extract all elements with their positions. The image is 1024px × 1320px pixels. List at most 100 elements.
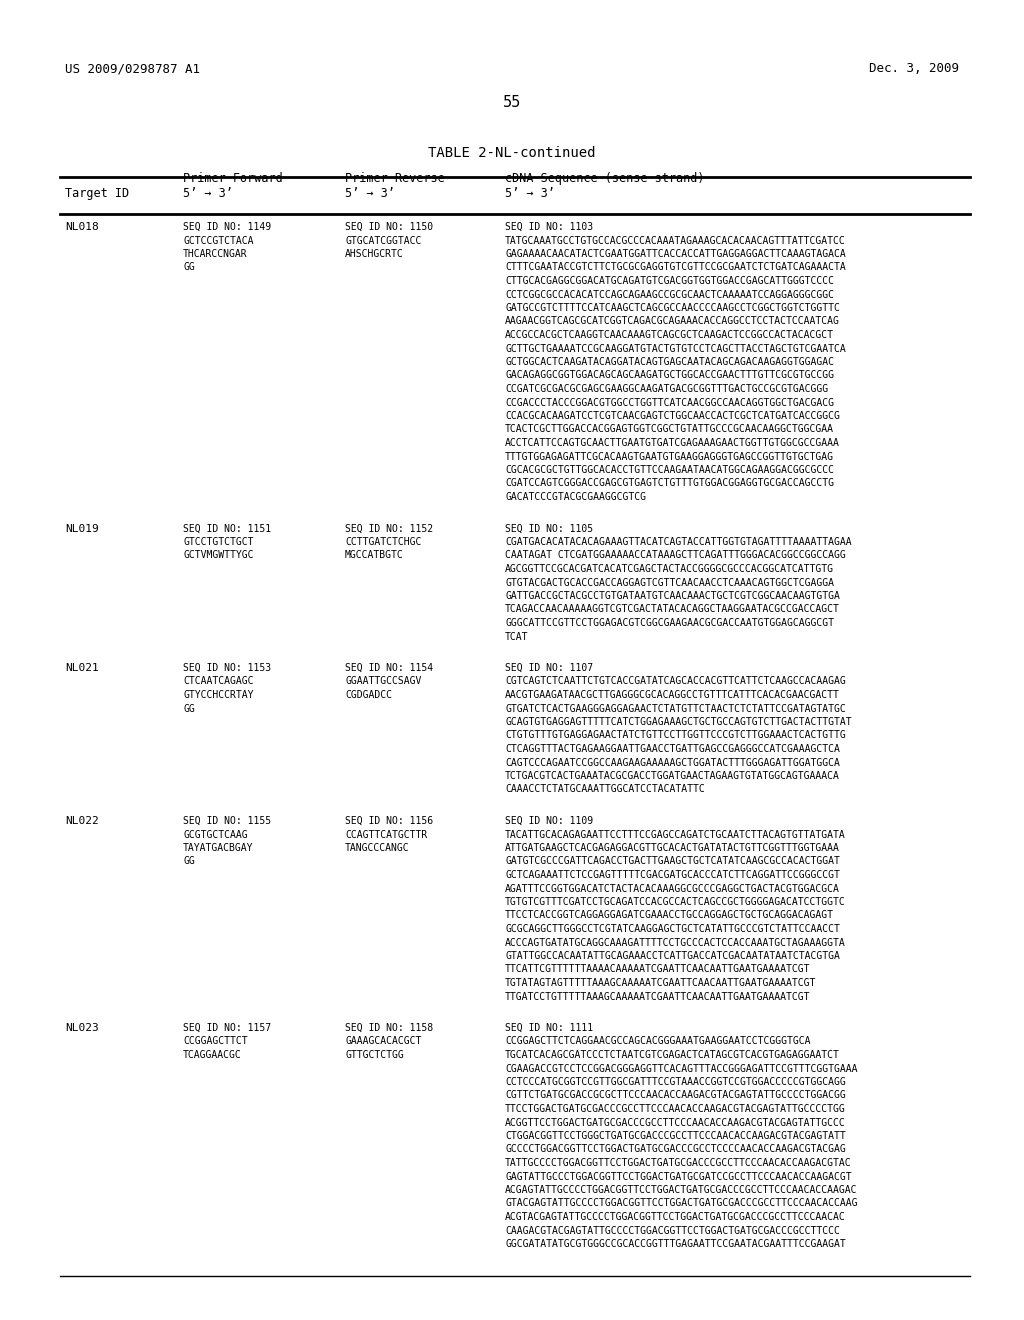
Text: TTCATТCGTTTТТТААААСAAAAATCGAATTCAACAATTGAATGAAAATCGT: TTCATТCGTTTТТТААААСAAAAATCGAATTCAACAATTG… [505, 965, 811, 974]
Text: GTCCTGTCTGCT: GTCCTGTCTGCT [183, 537, 254, 546]
Text: GTGATCTCACTGAAGGGAGGAGAACTCTATGTTCTAACTCTCTATTCCGATAGTАТGC: GTGATCTCACTGAAGGGAGGAGAACTCTATGTTCTAACTC… [505, 704, 846, 714]
Text: TTCCTGGACTGATGCGACCCGCCTTCCCAACACCAAGACGTACGAGTATTGCCCCTGG: TTCCTGGACTGATGCGACCCGCCTTCCCAACACCAAGACG… [505, 1104, 846, 1114]
Text: GCCCCTGGACGGTTCCTGGACTGATGCGACCCGCCTCCCCAACACCAAGACGTACGAG: GCCCCTGGACGGTTCCTGGACTGATGCGACCCGCCTCCCC… [505, 1144, 846, 1155]
Text: NL019: NL019 [65, 524, 98, 533]
Text: CTGTGTTTGTGAGGAGAACTATCTGTTCCTTGGTTCCCGTCTTGGAAACTCACTGTTG: CTGTGTTTGTGAGGAGAACTATCTGTTCCTTGGTTCCCGT… [505, 730, 846, 741]
Text: CTTTCGAATACCGTCTTCTGCGCGAGGTGTCGTTCCGCGAATCTCTGATCAGAAACTA: CTTTCGAATACCGTCTTCTGCGCGAGGTGTCGTTCCGCGA… [505, 263, 846, 272]
Text: GTGTACGACTGCACCGACCAGGAGTCGTTCAACAACCTCAAACAGTGGCTCGAGGA: GTGTACGACTGCACCGACCAGGAGTCGTTCAACAACCTCA… [505, 578, 834, 587]
Text: TGTATAGTAGTTTTTAAAGCAAAAATCGAATTCAACAATTGAATGAAAATCGT: TGTATAGTAGTTTTTAAAGCAAAAATCGAATTCAACAATT… [505, 978, 816, 987]
Text: CCTTGATCTCHGC: CCTTGATCTCHGC [345, 537, 421, 546]
Text: 5’ → 3’: 5’ → 3’ [505, 187, 555, 201]
Text: AGATTTCCGGTGGACATCTACTACACAAAGGCGCCCGAGGCTGACTACGTGGACGCA: AGATTTCCGGTGGACATCTACTACACAAAGGCGCCCGAGG… [505, 883, 840, 894]
Text: CAAGACGTACGAGTATTGCCCCTGGACGGTTCCTGGACTGATGCGACCCGCCTTCCC: CAAGACGTACGAGTATTGCCCCTGGACGGTTCCTGGACTG… [505, 1225, 840, 1236]
Text: CTCAGGTTTACTGAGAAGGAATTGAACCTGATTGAGCCGAGGGCCATCGAAAGCTCA: CTCAGGTTTACTGAGAAGGAATTGAACCTGATTGAGCCGA… [505, 744, 840, 754]
Text: SEQ ID NO: 1152: SEQ ID NO: 1152 [345, 524, 433, 533]
Text: CCAGTTCATGCTTR: CCAGTTCATGCTTR [345, 829, 427, 840]
Text: NL018: NL018 [65, 222, 98, 232]
Text: SEQ ID NO: 1109: SEQ ID NO: 1109 [505, 816, 593, 826]
Text: CCTCGGCGCCACACATCCAGCAGAAGCCGCGCAACTCAAAAATCCAGGAGGGCGGC: CCTCGGCGCCACACATCCAGCAGAAGCCGCGCAACTCAAA… [505, 289, 834, 300]
Text: GCTVMGWTTYGC: GCTVMGWTTYGC [183, 550, 254, 561]
Text: TTTGTGGAGAGATTCGCACAAGTGAATGTGAAGGAGGGTGAGCCGGTTGTGCTGAG: TTTGTGGAGAGATTCGCACAAGTGAATGTGAAGGAGGGTG… [505, 451, 834, 462]
Text: cDNA Sequence (sense strand): cDNA Sequence (sense strand) [505, 172, 705, 185]
Text: AAGAACGGTCAGCGCATCGGTCAGACGCAGAAACACCAGGCCTCCTACTCCAATCAG: AAGAACGGTCAGCGCATCGGTCAGACGCAGAAACACCAGG… [505, 317, 840, 326]
Text: GGAATTGCCSAGV: GGAATTGCCSAGV [345, 676, 421, 686]
Text: GTATTGGCCACAATATTGCAGAAACCTCATTGACCATCGACAATATAATCTACGTGA: GTATTGGCCACAATATTGCAGAAACCTCATTGACCATCGA… [505, 950, 840, 961]
Text: 5’ → 3’: 5’ → 3’ [183, 187, 232, 201]
Text: ACGGTTCCTGGACTGATGCGACCCGCCTTCCCAACACCAAGACGTACGAGTATTGCCC: ACGGTTCCTGGACTGATGCGACCCGCCTTCCCAACACCAA… [505, 1118, 846, 1127]
Text: GACAGAGGCGGTGGACAGCAGCAAGATGCTGGCACCGAACTTTGTTCGCGTGCCGG: GACAGAGGCGGTGGACAGCAGCAAGATGCTGGCACCGAAC… [505, 371, 834, 380]
Text: GCTCAGAAATTCTCCGAGTTTTTCGACGATGCACCCATCTTCAGGATTCCGGGCCGT: GCTCAGAAATTCTCCGAGTTTTTCGACGATGCACCCATCT… [505, 870, 840, 880]
Text: GCTGGCACTCAAGATACAGGATACAGTGAGCAATACAGCAGACAAGAGGTGGAGAC: GCTGGCACTCAAGATACAGGATACAGTGAGCAATACAGCA… [505, 356, 834, 367]
Text: AHSCHGCRTC: AHSCHGCRTC [345, 249, 403, 259]
Text: 5’ → 3’: 5’ → 3’ [345, 187, 395, 201]
Text: CCGACCCTACCCGGACGTGGCCTGGTTCATCAACGGCCAACAGGTGGCTGACGACG: CCGACCCTACCCGGACGTGGCCTGGTTCATCAACGGCCAA… [505, 397, 834, 408]
Text: SEQ ID NO: 1157: SEQ ID NO: 1157 [183, 1023, 271, 1034]
Text: CAATAGAT CTCGATGGAAAAACCATAAAGCTTCAGATTTGGGACACGGCCGGCCAGG: CAATAGAT CTCGATGGAAAAACCATAAAGCTTCAGATTT… [505, 550, 846, 561]
Text: ACCTCATTCCAGTGCAACTTGAATGTGATCGAGAAAGAACTGGTTGTGGCGCCGAAA: ACCTCATTCCAGTGCAACTTGAATGTGATCGAGAAAGAAC… [505, 438, 840, 447]
Text: THCARCCNGAR: THCARCCNGAR [183, 249, 248, 259]
Text: CGTCAGTCTCAATTCTGTCACCGATATCAGCACCACGTTCATTCTCAAGCCACAAGAG: CGTCAGTCTCAATTCTGTCACCGATATCAGCACCACGTTC… [505, 676, 846, 686]
Text: CCGATCGCGACGCGAGCGAAGGCAAGATGACGCGGTTTGACTGCCGCGTGACGGG: CCGATCGCGACGCGAGCGAAGGCAAGATGACGCGGTTTGA… [505, 384, 828, 393]
Text: ACCGCCACGCTCAAGGTCAACAAAGTCAGCGCTCAAGACTCCGGCCACTACACGCT: ACCGCCACGCTCAAGGTCAACAAAGTCAGCGCTCAAGACT… [505, 330, 834, 341]
Text: CCACGCACAAGATCCTCGTCAACGAGTCTGGCAACCACTCGCTCATGATCACCGGCG: CCACGCACAAGATCCTCGTCAACGAGTCTGGCAACCACTC… [505, 411, 840, 421]
Text: SEQ ID NO: 1107: SEQ ID NO: 1107 [505, 663, 593, 673]
Text: TABLE 2-NL-continued: TABLE 2-NL-continued [428, 147, 596, 160]
Text: SEQ ID NO: 1155: SEQ ID NO: 1155 [183, 816, 271, 826]
Text: CTCAATCAGAGC: CTCAATCAGAGC [183, 676, 254, 686]
Text: CCGGAGCTTCT: CCGGAGCTTCT [183, 1036, 248, 1047]
Text: GAGAAAACAACATACTCGAATGGATTCACCACCATTGAGGAGGACTTCAAAGTAGACA: GAGAAAACAACATACTCGAATGGATTCACCACCATTGAGG… [505, 249, 846, 259]
Text: CAGTCCCAGAATCCGGCCAAGAAGAAAAAGCTGGATACTTTGGGAGATTGGATGGCA: CAGTCCCAGAATCCGGCCAAGAAGAAAAAGCTGGATACTT… [505, 758, 840, 767]
Text: CGATGACACATACACAGAAAGTTACATCAGTACCATTGGTGTAGATTTTAAAATTAGAA: CGATGACACATACACAGAAAGTTACATCAGTACCATTGGT… [505, 537, 852, 546]
Text: SEQ ID NO: 1103: SEQ ID NO: 1103 [505, 222, 593, 232]
Text: GCAGTGTGAGGAGTTTTTCATCTGGAGAAAGCTGCTGCCAGTGTCTTGACTACTTGTAT: GCAGTGTGAGGAGTTTTTCATCTGGAGAAAGCTGCTGCCA… [505, 717, 852, 727]
Text: Target ID: Target ID [65, 187, 129, 201]
Text: SEQ ID NO: 1156: SEQ ID NO: 1156 [345, 816, 433, 826]
Text: TCAT: TCAT [505, 631, 528, 642]
Text: GTGCATCGGTACC: GTGCATCGGTACC [345, 235, 421, 246]
Text: TCAGGAACGC: TCAGGAACGC [183, 1049, 242, 1060]
Text: GATTGACCGCTACGCCTGTGATAATGTCAACAAACTGCTCGTCGGCAACAAGTGTGA: GATTGACCGCTACGCCTGTGATAATGTCAACAAACTGCTC… [505, 591, 840, 601]
Text: Primer Forward: Primer Forward [183, 172, 283, 185]
Text: GCGTGCTCAAG: GCGTGCTCAAG [183, 829, 248, 840]
Text: GG: GG [183, 857, 195, 866]
Text: CCGGAGCTTCTCAGGAACGCCAGCACGGGAAATGAAGGAATCCTCGGGTGCA: CCGGAGCTTCTCAGGAACGCCAGCACGGGAAATGAAGGAA… [505, 1036, 811, 1047]
Text: GTTGCTCTGG: GTTGCTCTGG [345, 1049, 403, 1060]
Text: SEQ ID NO: 1105: SEQ ID NO: 1105 [505, 524, 593, 533]
Text: MGCCATBGTC: MGCCATBGTC [345, 550, 403, 561]
Text: ACGTACGAGTATTGCCCCTGGACGGTTCCTGGACTGATGCGACCCGCCTTCCCAACAC: ACGTACGAGTATTGCCCCTGGACGGTTCCTGGACTGATGC… [505, 1212, 846, 1222]
Text: AACGTGAAGATAACGCTTGAGGGCGCACAGGCCTGTTTCATTTCACACGAACGACTT: AACGTGAAGATAACGCTTGAGGGCGCACAGGCCTGTTTCA… [505, 690, 840, 700]
Text: TATTGCCCCTGGACGGTTCCTGGACTGATGCGACCCGCCTTCCCAACACCAAGACGTAC: TATTGCCCCTGGACGGTTCCTGGACTGATGCGACCCGCCT… [505, 1158, 852, 1168]
Text: TATGCAAATGCCTGTGCCACGCCCACAAATAGAAAGCACACAACAGTTTATTCGATCC: TATGCAAATGCCTGTGCCACGCCCACAAATAGAAAGCACA… [505, 235, 846, 246]
Text: SEQ ID NO: 1150: SEQ ID NO: 1150 [345, 222, 433, 232]
Text: CTGGACGGTTCCTGGGCTGATGCGACCCGCCTTCCCAACACCAAGACGTACGAGTATT: CTGGACGGTTCCTGGGCTGATGCGACCCGCCTTCCCAACA… [505, 1131, 846, 1140]
Text: TACATTGCACAGAGAATTCCTTTCCGAGCCAGATCTGCAATCTTACAGTGTTATGATA: TACATTGCACAGAGAATTCCTTTCCGAGCCAGATCTGCAA… [505, 829, 846, 840]
Text: Primer Reverse: Primer Reverse [345, 172, 444, 185]
Text: CTTGCACGAGGCGGACATGCAGATGTCGACGGTGGTGGACCGAGCATTGGGTCCCC: CTTGCACGAGGCGGACATGCAGATGTCGACGGTGGTGGAC… [505, 276, 834, 286]
Text: SEQ ID NO: 1151: SEQ ID NO: 1151 [183, 524, 271, 533]
Text: CCTCCCATGCGGTCCGTТGGCGATTTCCGTAAACCGGTCCGTGGACCCCCGTGGCAGG: CCTCCCATGCGGTCCGTТGGCGATTTCCGTAAACCGGTCC… [505, 1077, 846, 1086]
Text: GATGTCGCCCGATTCAGACCTGACTTGAAGCTGCTCATATCAAGCGCCACACTGGAT: GATGTCGCCCGATTCAGACCTGACTTGAAGCTGCTCATAT… [505, 857, 840, 866]
Text: SEQ ID NO: 1153: SEQ ID NO: 1153 [183, 663, 271, 673]
Text: CGAAGACCGTCCTCCGGACGGGAGGTTCACAGTTТАСCGGGAGATTCCGTTTCGGTGAAA: CGAAGACCGTCCTCCGGACGGGAGGTTCACAGTTТАСCGG… [505, 1064, 857, 1073]
Text: TCAGACCAACAAAAAGGTCGTCGACTATACACAGGCTAAGGAATACGCCGACCAGCT: TCAGACCAACAAAAAGGTCGTCGACTATACACAGGCTAAG… [505, 605, 840, 615]
Text: GAAAGCACACGCT: GAAAGCACACGCT [345, 1036, 421, 1047]
Text: ACCCAGTGATATGCAGGCAAAGATTTTCCTGCCCACTCCACCAAATGCTAGAAAGGTA: ACCCAGTGATATGCAGGCAAAGATTTTCCTGCCCACTCCA… [505, 937, 846, 948]
Text: GTYCCHCCRTAY: GTYCCHCCRTAY [183, 690, 254, 700]
Text: NL022: NL022 [65, 816, 98, 826]
Text: ATTGATGAAGCTCACGAGAGGACGTTGCACACTGATATACTGTTCGGTTTGGTGAAA: ATTGATGAAGCTCACGAGAGGACGTTGCACACTGATATAC… [505, 843, 840, 853]
Text: GTACGAGTATTGCCCCTGGACGGTTCCTGGACTGATGCGACCCGCCTTCCCAACACCAAG: GTACGAGTATTGCCCCTGGACGGTTCCTGGACTGATGCGA… [505, 1199, 857, 1209]
Text: ACGAGTATTGCCCCTGGACGGTTCCTGGACTGATGCGACCCGCCTTCCCAACACCAAGAC: ACGAGTATTGCCCCTGGACGGTTCCTGGACTGATGCGACC… [505, 1185, 857, 1195]
Text: GCTCCGTCTACA: GCTCCGTCTACA [183, 235, 254, 246]
Text: TGCATCACAGCGATCCCTCTAATCGTCGAGACTCATAGCGTCACGTGAGAGGAATCT: TGCATCACAGCGATCCCTCTAATCGTCGAGACTCATAGCG… [505, 1049, 840, 1060]
Text: GGGCATTCCGTTCCTGGAGACGTCGGCGAAGAACGCGACCAATGTGGAGCAGGCGT: GGGCATTCCGTTCCTGGAGACGTCGGCGAAGAACGCGACC… [505, 618, 834, 628]
Text: CGTTCTGATGCGACCGCGCTTCCCAACACCAAGACGTACGAGTATTGCCCCTGGACGG: CGTTCTGATGCGACCGCGCTTCCCAACACCAAGACGTACG… [505, 1090, 846, 1101]
Text: NL021: NL021 [65, 663, 98, 673]
Text: GATGCCGTCTTTTCCATCAAGCTCAGCGCCAACCCCAAGCCTCGGCTGGTCTGGTTC: GATGCCGTCTTTTCCATCAAGCTCAGCGCCAACCCCAAGC… [505, 304, 840, 313]
Text: TTGATCCTGTTTTTAAAGCAAAAATCGAATTCAACAATTGAATGAAAATCGT: TTGATCCTGTTTTTAAAGCAAAAATCGAATTCAACAATTG… [505, 991, 811, 1002]
Text: TGTGTCGTTTCGATCCTGCAGATCCACGCCACTCAGCCGCTGGGGAGACATCCTGGTC: TGTGTCGTTTCGATCCTGCAGATCCACGCCACTCAGCCGC… [505, 898, 846, 907]
Text: GG: GG [183, 263, 195, 272]
Text: GG: GG [183, 704, 195, 714]
Text: GAGTATTGCCCTGGACGGTTCCTGGACTGATGCGATCCGCCTTCCCAACACCAAGACGT: GAGTATTGCCCTGGACGGTTCCTGGACTGATGCGATCCGC… [505, 1172, 852, 1181]
Text: SEQ ID NO: 1149: SEQ ID NO: 1149 [183, 222, 271, 232]
Text: Dec. 3, 2009: Dec. 3, 2009 [869, 62, 959, 75]
